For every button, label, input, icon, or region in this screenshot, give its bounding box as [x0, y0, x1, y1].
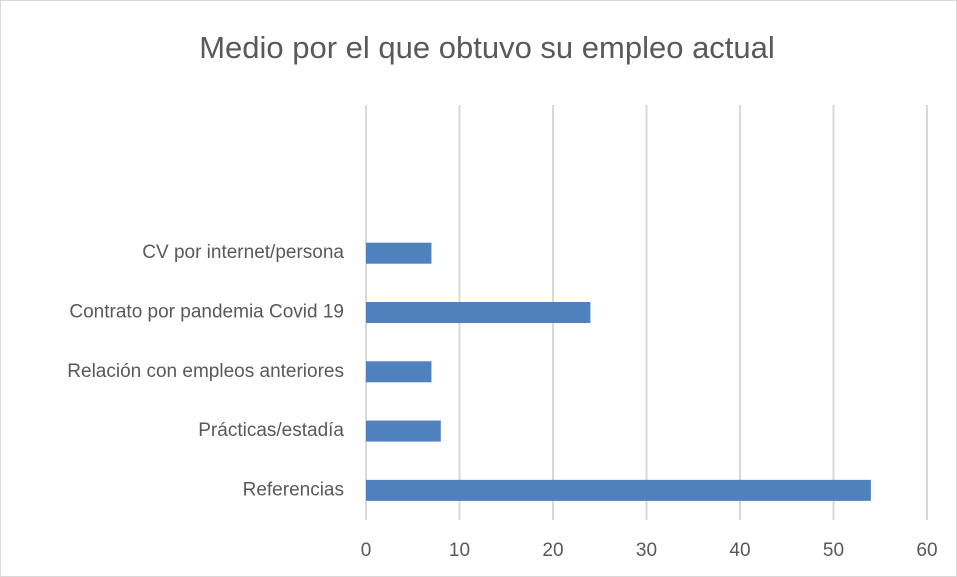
x-tick-label: 50	[823, 540, 844, 561]
bar	[366, 242, 432, 264]
y-tick-label: CV por internet/persona	[142, 242, 344, 263]
x-tick-label: 10	[449, 540, 470, 561]
bar	[366, 302, 591, 323]
y-tick-label: Prácticas/estadía	[198, 420, 344, 441]
x-tick-label: 40	[729, 540, 750, 561]
x-tick-label: 60	[916, 540, 937, 561]
chart-title: Medio por el que obtuvo su empleo actual	[199, 30, 775, 65]
x-tick-label: 30	[636, 540, 657, 561]
x-tick-label: 0	[361, 540, 372, 561]
y-tick-label: Relación con empleos anteriores	[67, 361, 344, 382]
y-tick-label: Contrato por pandemia Covid 19	[69, 302, 344, 323]
bar	[366, 420, 441, 442]
bar	[366, 361, 432, 383]
bar	[366, 479, 871, 501]
x-tick-label: 20	[542, 540, 563, 561]
y-tick-label: Referencias	[243, 479, 344, 500]
